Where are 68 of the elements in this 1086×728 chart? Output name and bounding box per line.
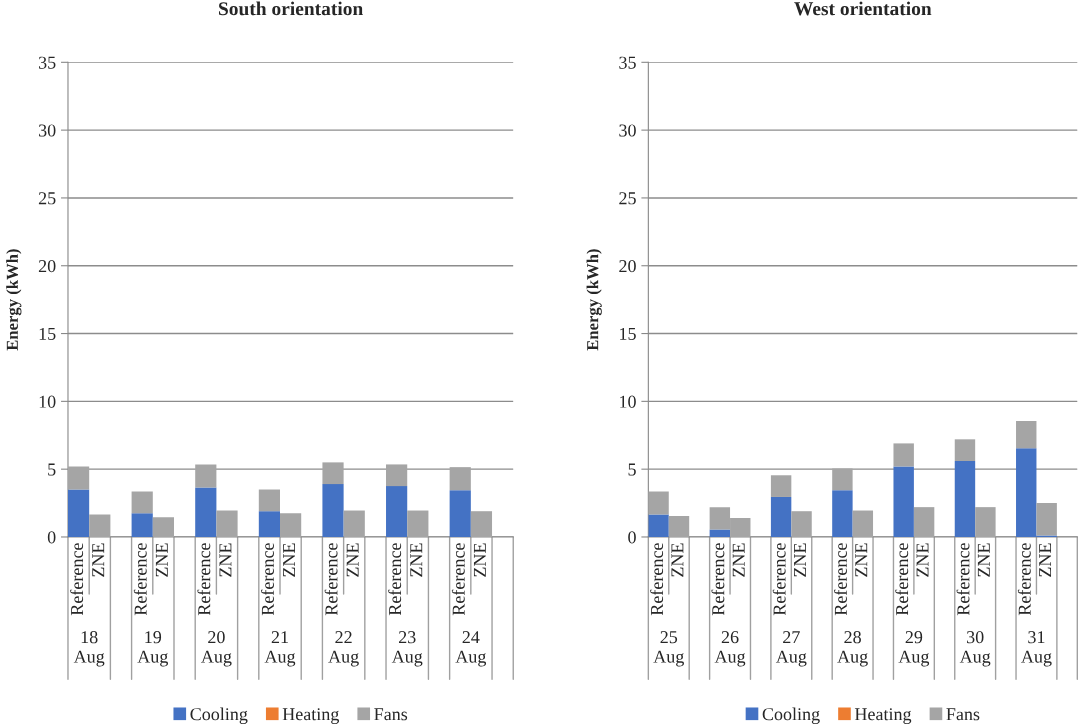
text: 20 Aug bbox=[201, 631, 232, 667]
x-tick-label: Reference bbox=[70, 543, 84, 616]
y-tick-label: 30 bbox=[619, 124, 636, 137]
x-tick-label: ZNE bbox=[977, 543, 990, 577]
text: 18 Aug bbox=[73, 631, 105, 667]
text: 29 Aug bbox=[898, 631, 930, 667]
x-tick-label: Reference bbox=[711, 543, 725, 616]
text: 27 Aug bbox=[775, 631, 807, 667]
x-tick-label: Reference bbox=[956, 543, 970, 616]
y-tick-label: 35 bbox=[38, 56, 56, 69]
text: 19 Aug bbox=[137, 631, 168, 667]
legend-label: Heating bbox=[854, 708, 912, 725]
legend-label: Fans bbox=[946, 708, 980, 721]
y-tick-label: 20 bbox=[38, 260, 56, 273]
legend-label: Heating bbox=[282, 708, 340, 725]
text: 28 Aug bbox=[837, 631, 868, 667]
text: 26 Aug bbox=[714, 631, 746, 667]
text: 24 Aug bbox=[455, 631, 487, 667]
x-tick-label: ZNE bbox=[219, 543, 232, 577]
legend-label: Cooling bbox=[762, 707, 820, 725]
legend-label: Fans bbox=[374, 708, 408, 721]
x-tick-label: Reference bbox=[324, 543, 338, 616]
x-tick-label: ZNE bbox=[346, 543, 359, 577]
x-tick-label: ZNE bbox=[92, 543, 105, 577]
y-axis-title: Energy (kWh) bbox=[586, 249, 602, 351]
y-tick-label: 5 bbox=[48, 463, 56, 476]
chart-title: South orientation bbox=[219, 1, 363, 16]
x-tick-label: ZNE bbox=[473, 543, 486, 577]
text: 30 Aug bbox=[959, 631, 991, 667]
text: 31 Aug bbox=[1021, 631, 1052, 667]
x-tick-label: ZNE bbox=[855, 543, 868, 577]
y-tick-label: 15 bbox=[620, 327, 636, 340]
x-tick-label: ZNE bbox=[1039, 543, 1052, 577]
text: 23 Aug bbox=[391, 631, 423, 667]
x-tick-label: Reference bbox=[261, 543, 274, 616]
x-tick-label: Reference bbox=[650, 543, 664, 616]
x-tick-label: ZNE bbox=[794, 543, 806, 577]
legend-label: Cooling bbox=[190, 707, 248, 725]
x-tick-label: Reference bbox=[834, 543, 847, 616]
y-tick-label: 35 bbox=[619, 56, 636, 69]
y-tick-label: 5 bbox=[628, 463, 636, 476]
y-tick-label: 30 bbox=[38, 124, 56, 137]
y-tick-label: 10 bbox=[39, 395, 56, 408]
text: 25 Aug bbox=[653, 631, 684, 667]
x-tick-label: Reference bbox=[895, 543, 909, 616]
y-tick-label: 20 bbox=[619, 260, 636, 273]
x-tick-label: Reference bbox=[388, 543, 402, 616]
y-axis-title: Energy (kWh) bbox=[6, 249, 22, 351]
y-tick-label: 10 bbox=[620, 395, 636, 408]
y-tick-label: 15 bbox=[39, 327, 56, 340]
x-tick-label: ZNE bbox=[671, 543, 684, 577]
x-tick-label: Reference bbox=[451, 543, 465, 616]
y-tick-label: 0 bbox=[47, 531, 56, 544]
y-tick-label: 25 bbox=[619, 192, 636, 205]
x-tick-label: ZNE bbox=[916, 543, 929, 577]
y-tick-label: 25 bbox=[38, 192, 56, 205]
chart-title: West orientation bbox=[794, 1, 932, 16]
x-tick-label: ZNE bbox=[283, 543, 295, 577]
x-tick-label: Reference bbox=[772, 543, 786, 616]
x-tick-label: ZNE bbox=[732, 543, 745, 577]
text: 21 Aug bbox=[264, 631, 296, 667]
x-tick-label: Reference bbox=[133, 543, 147, 616]
text: 22 Aug bbox=[328, 631, 359, 667]
y-tick-label: 0 bbox=[628, 531, 636, 544]
x-tick-label: Reference bbox=[197, 543, 211, 616]
x-tick-label: Reference bbox=[1017, 543, 1031, 616]
x-tick-label: ZNE bbox=[155, 543, 168, 577]
x-tick-label: ZNE bbox=[410, 543, 423, 577]
